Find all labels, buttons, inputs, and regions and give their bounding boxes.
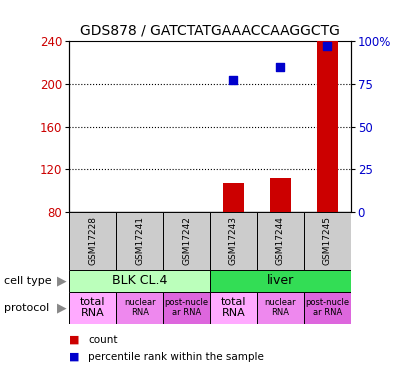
- Text: GSM17242: GSM17242: [182, 216, 191, 266]
- Text: ■: ■: [69, 335, 80, 345]
- Text: BLK CL.4: BLK CL.4: [112, 274, 167, 287]
- Bar: [210, 212, 257, 270]
- Text: percentile rank within the sample: percentile rank within the sample: [88, 352, 264, 362]
- Text: total
RNA: total RNA: [80, 297, 105, 318]
- Bar: [210, 270, 351, 292]
- Point: [230, 78, 237, 84]
- Bar: [223, 183, 244, 212]
- Text: ▶: ▶: [58, 301, 67, 314]
- Bar: [163, 292, 210, 324]
- Bar: [69, 212, 116, 270]
- Bar: [163, 212, 210, 270]
- Bar: [69, 270, 210, 292]
- Bar: [257, 212, 304, 270]
- Text: ■: ■: [69, 352, 80, 362]
- Bar: [304, 212, 351, 270]
- Bar: [69, 292, 116, 324]
- Bar: [270, 178, 291, 212]
- Text: protocol: protocol: [4, 303, 50, 313]
- Point: [277, 64, 284, 70]
- Text: ▶: ▶: [58, 274, 67, 287]
- Text: GSM17243: GSM17243: [229, 216, 238, 266]
- Bar: [304, 292, 351, 324]
- Bar: [116, 292, 163, 324]
- Text: nuclear
RNA: nuclear RNA: [124, 298, 155, 317]
- Text: GSM17241: GSM17241: [135, 216, 144, 266]
- Text: GSM17245: GSM17245: [323, 216, 332, 266]
- Title: GDS878 / GATCTATGAAACCAAGGCTG: GDS878 / GATCTATGAAACCAAGGCTG: [80, 23, 340, 37]
- Text: total
RNA: total RNA: [220, 297, 246, 318]
- Bar: [116, 212, 163, 270]
- Text: cell type: cell type: [4, 276, 52, 286]
- Text: nuclear
RNA: nuclear RNA: [265, 298, 296, 317]
- Text: count: count: [88, 335, 118, 345]
- Point: [324, 44, 331, 50]
- Text: post-nucle
ar RNA: post-nucle ar RNA: [165, 298, 209, 317]
- Text: liver: liver: [267, 274, 294, 287]
- Bar: [317, 41, 338, 212]
- Text: GSM17228: GSM17228: [88, 216, 97, 266]
- Text: post-nucle
ar RNA: post-nucle ar RNA: [305, 298, 349, 317]
- Bar: [210, 292, 257, 324]
- Text: GSM17244: GSM17244: [276, 216, 285, 266]
- Bar: [257, 292, 304, 324]
